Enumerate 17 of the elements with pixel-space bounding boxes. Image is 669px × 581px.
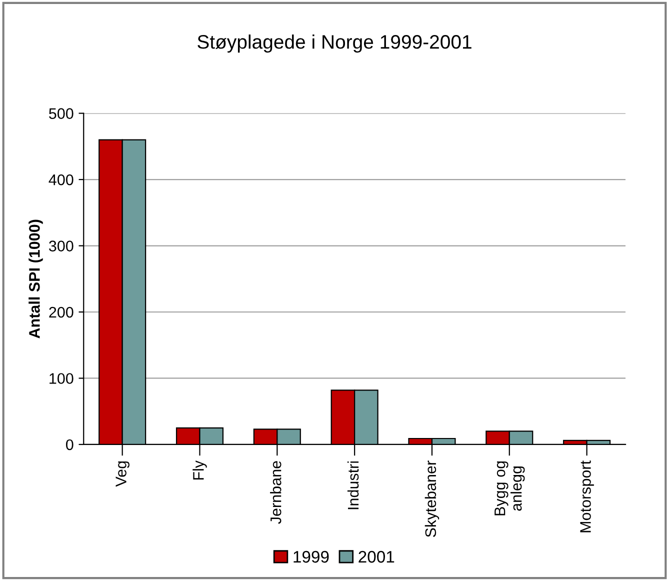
- x-tick-label: Bygg og anlegg: [494, 461, 525, 516]
- y-axis-title: Antall SPI (1000): [28, 220, 43, 338]
- x-tick-label: Veg: [116, 461, 130, 487]
- x-tick-label: Fly: [192, 460, 207, 480]
- x-tick-label: Industri: [347, 461, 359, 510]
- x-tick-label: Jernbane: [270, 461, 282, 524]
- x-tick-label: Skytebaner: [424, 460, 440, 538]
- legend-label: 1999: [294, 550, 329, 563]
- y-tick-label: 200: [49, 306, 74, 318]
- chart-title: Støyplagede i Norge 1999-2001: [198, 34, 472, 53]
- y-tick-label: 0: [66, 439, 74, 450]
- y-tick-label: 100: [50, 373, 74, 384]
- y-tick-label: 500: [49, 108, 74, 119]
- x-tick-label: Motorsport: [580, 460, 594, 532]
- y-tick-label: 300: [49, 240, 74, 252]
- legend-label: 2001: [358, 550, 394, 563]
- y-tick-label: 400: [48, 174, 74, 186]
